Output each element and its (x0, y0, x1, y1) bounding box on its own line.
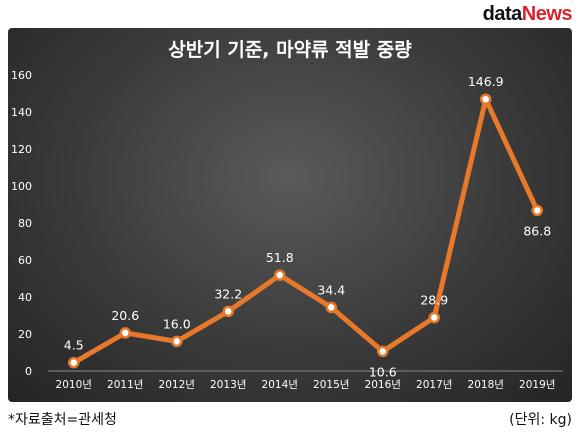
data-label: 16.0 (163, 316, 191, 331)
y-tick-label: 80 (18, 217, 32, 230)
y-tick-label: 20 (18, 328, 32, 341)
series-line (71, 96, 540, 366)
data-label: 32.2 (214, 286, 242, 301)
chart-title: 상반기 기준, 마약류 적발 중량 (168, 39, 412, 61)
data-point (119, 327, 131, 339)
data-label: 51.8 (266, 250, 294, 265)
logo-text-data: data (482, 3, 523, 25)
y-tick-label: 160 (11, 69, 32, 82)
y-tick-label: 40 (18, 291, 32, 304)
data-point (531, 204, 543, 217)
y-tick-label: 60 (18, 254, 32, 267)
data-label: 10.6 (369, 364, 397, 379)
data-label: 34.4 (317, 282, 345, 297)
data-label: 146.9 (468, 74, 504, 89)
x-tick-label: 2019년 (519, 379, 555, 391)
x-tick-label: 2016년 (365, 379, 401, 391)
x-tick-label: 2011년 (107, 379, 143, 391)
data-point (480, 93, 492, 105)
y-tick-label: 140 (11, 106, 32, 119)
data-point (377, 345, 389, 358)
unit-note: (단위: kg) (509, 412, 572, 428)
x-tick-label: 2014년 (262, 379, 298, 391)
data-label: 86.8 (523, 223, 551, 238)
line-chart: 상반기 기준, 마약류 적발 중량 0 20 40 60 80 100 120 140 160 2… (11, 39, 563, 391)
y-tick-label: 0 (25, 365, 32, 378)
y-tick-label: 120 (11, 143, 32, 156)
datanews-logo: dataNews (482, 3, 573, 26)
x-tick-label: 2015년 (313, 379, 349, 391)
data-point (325, 301, 337, 314)
data-point (171, 335, 183, 348)
chart-panel: 상반기 기준, 마약류 적발 중량 0 20 40 60 80 100 120 140 160 2… (8, 28, 572, 402)
data-label: 4.5 (64, 338, 84, 353)
x-tick-label: 2010년 (56, 379, 92, 391)
x-tick-label: 2012년 (159, 379, 195, 391)
data-label: 20.6 (111, 308, 139, 323)
data-point (428, 311, 440, 324)
data-label: 28.9 (420, 293, 448, 308)
data-point (274, 269, 286, 281)
data-point (222, 305, 234, 318)
y-tick-label: 100 (11, 180, 32, 193)
source-note: *자료출처=관세청 (8, 412, 117, 428)
x-tick-label: 2018년 (468, 379, 504, 391)
x-tick-label: 2013년 (210, 379, 246, 391)
logo-text-news: News (521, 3, 573, 25)
x-tick-label: 2017년 (416, 379, 452, 391)
data-point (68, 356, 80, 369)
